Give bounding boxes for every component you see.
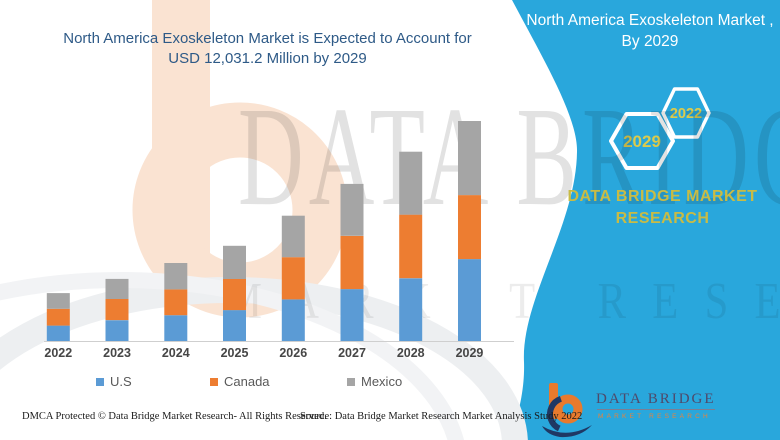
bar-segment-Mexico-2024 [164, 263, 188, 290]
bar-segment-Canada-2023 [105, 299, 129, 321]
x-axis-label-2024: 2024 [162, 346, 190, 360]
x-axis-label-2028: 2028 [397, 346, 425, 360]
hexagon-label-2029: 2029 [623, 132, 661, 151]
chart-legend: U.S Canada Mexico [0, 374, 530, 394]
logo-name: DATA BRIDGE [596, 391, 716, 407]
bar-segment-US-2028 [399, 278, 423, 341]
bar-segment-US-2024 [164, 315, 188, 341]
x-axis-label-2022: 2022 [44, 346, 72, 360]
bar-segment-US-2026 [281, 299, 305, 341]
hexagon-label-2022: 2022 [670, 106, 702, 122]
legend-label-Mexico: Mexico [361, 374, 403, 389]
chart-title-line2: USD 12,031.2 Million by 2029 [168, 50, 367, 67]
x-axis-label-2029: 2029 [456, 346, 484, 360]
data-bridge-logo-icon [542, 383, 592, 438]
bar-segment-Mexico-2026 [281, 215, 305, 258]
bar-segment-US-2025 [223, 310, 246, 341]
footer-source-text: Source: Data Bridge Market Research Mark… [300, 411, 583, 422]
hexagon-badge-2022 [661, 87, 711, 139]
banner-title-line1: North America Exoskeleton Market , [526, 12, 774, 29]
banner-brand-line1: DATA BRIDGE MARKET [567, 188, 758, 205]
logo-subtitle: MARKET RESEARCH [598, 413, 711, 420]
footer-dmca-text: DMCA Protected © Data Bridge Market Rese… [22, 411, 327, 422]
banner-brand-text: DATA BRIDGE MARKET RESEARCH [545, 186, 780, 230]
banner-title: North America Exoskeleton Market , By 20… [525, 10, 775, 52]
bar-segment-Mexico-2022 [46, 293, 70, 309]
x-axis-label-2026: 2026 [279, 346, 307, 360]
legend-label-US: U.S [110, 374, 132, 389]
bar-segment-Canada-2029 [458, 195, 481, 260]
logo-divider [597, 409, 715, 410]
x-axis-label-2023: 2023 [103, 346, 131, 360]
legend-swatch-US [96, 377, 104, 386]
legend-item-Mexico: Mexico [347, 374, 402, 389]
hexagon-badges: 2022 2029 [609, 87, 711, 170]
legend-swatch-Canada [210, 377, 218, 386]
logo-swoosh-arc [547, 395, 585, 433]
legend-item-Canada: Canada [210, 374, 270, 389]
bar-segment-Canada-2027 [340, 235, 364, 290]
legend-label-Canada: Canada [224, 374, 270, 389]
bar-segment-Mexico-2025 [223, 245, 246, 279]
x-axis-label-2027: 2027 [338, 346, 366, 360]
banner-brand-line2: RESEARCH [615, 210, 710, 227]
logo-swoosh-tail [542, 425, 592, 438]
data-bridge-logo: DATA BRIDGE MARKET RESEARCH [540, 378, 750, 438]
legend-item-US: U.S [96, 374, 132, 389]
bar-segment-US-2022 [46, 325, 70, 341]
bar-segment-Mexico-2028 [399, 151, 423, 215]
bar-segment-US-2029 [458, 259, 481, 341]
bar-segment-Mexico-2029 [458, 121, 481, 196]
logo-b-bowl [553, 394, 583, 424]
bar-segment-Canada-2022 [46, 308, 70, 326]
bar-segment-US-2027 [340, 289, 364, 341]
bar-segment-Canada-2028 [399, 214, 423, 279]
banner-diagonal-shape [509, 0, 780, 440]
bar-segment-Canada-2024 [164, 289, 188, 316]
bar-segment-Canada-2025 [223, 279, 246, 311]
bar-segment-Canada-2026 [281, 257, 305, 300]
legend-swatch-Mexico [347, 377, 355, 386]
hexagon-badge-2029 [609, 112, 675, 170]
x-axis-label-2025: 2025 [221, 346, 249, 360]
bar-segment-Mexico-2027 [340, 183, 364, 236]
banner-title-line2: By 2029 [621, 33, 679, 50]
bar-segment-Mexico-2023 [105, 278, 129, 299]
bar-segment-US-2023 [105, 320, 129, 341]
